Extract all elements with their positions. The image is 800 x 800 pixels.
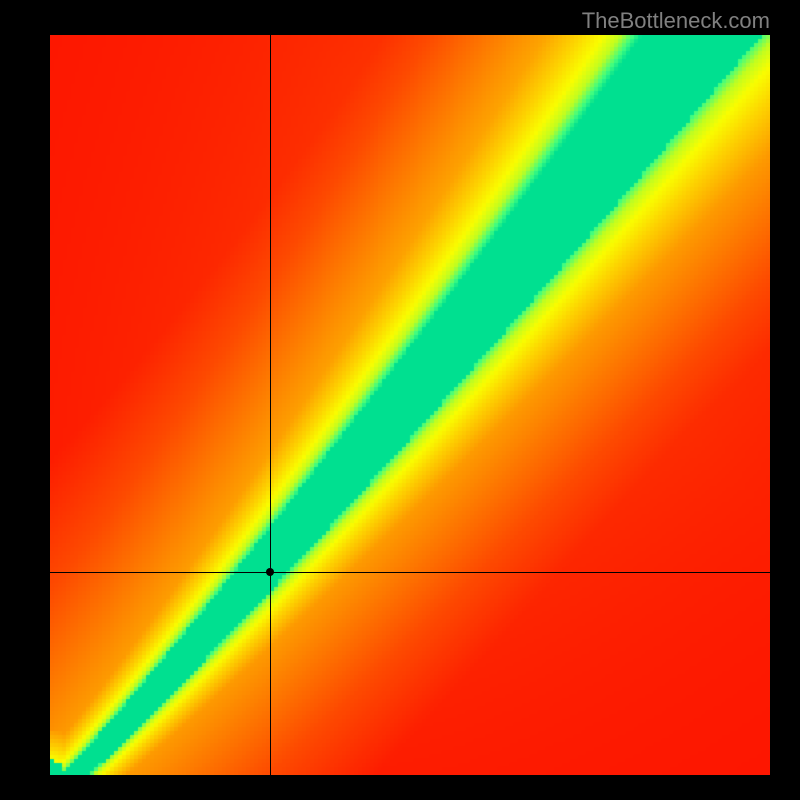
crosshair-horizontal	[50, 572, 770, 573]
watermark-text: TheBottleneck.com	[582, 8, 770, 34]
heatmap-canvas	[50, 35, 770, 775]
heatmap-plot	[50, 35, 770, 775]
selected-point-marker	[266, 568, 274, 576]
crosshair-vertical	[270, 35, 271, 775]
